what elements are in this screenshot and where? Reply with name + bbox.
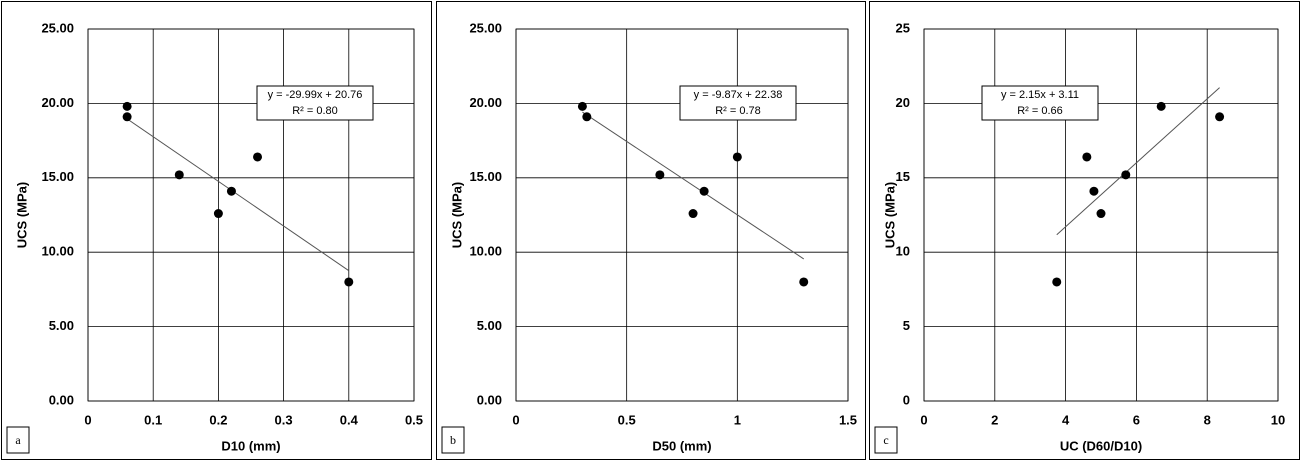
data-point	[1096, 209, 1106, 219]
y-tick-label: 25.00	[41, 20, 74, 35]
y-axis-label: UCS (MPa)	[882, 182, 897, 248]
y-tick-label: 15.00	[41, 169, 74, 184]
y-tick-label: 0.00	[49, 392, 74, 407]
data-point	[732, 152, 742, 162]
y-tick-label: 10.00	[41, 244, 74, 259]
y-tick-label: 20	[896, 95, 910, 110]
x-axis-label: D10 (mm)	[221, 438, 280, 453]
x-tick-label: 2	[991, 412, 998, 427]
x-tick-label: 0.5	[618, 412, 636, 427]
data-point	[122, 112, 132, 122]
y-tick-label: 15	[896, 169, 910, 184]
data-point	[688, 209, 698, 219]
annotation: y = -9.87x + 22.38	[694, 89, 783, 101]
data-point	[174, 170, 184, 180]
x-tick-label: 6	[1133, 412, 1140, 427]
trendline	[1056, 87, 1220, 236]
x-tick-label: 0.2	[209, 412, 227, 427]
x-tick-label: 1	[734, 412, 741, 427]
annotation: y = -29.99x + 20.76	[268, 89, 363, 101]
annotation-box	[679, 85, 797, 121]
x-axis-label: D50 (mm)	[652, 438, 711, 453]
panel-label-box	[6, 426, 30, 454]
data-point	[253, 152, 263, 162]
x-tick-label: 8	[1204, 412, 1211, 427]
y-tick-label: 20.00	[469, 95, 502, 110]
data-point	[122, 101, 132, 111]
data-point	[582, 112, 592, 122]
y-tick-label: 25	[896, 20, 910, 35]
data-point	[1089, 186, 1099, 196]
y-tick-label: 0	[903, 392, 910, 407]
data-point	[213, 209, 223, 219]
panel-label-box	[441, 426, 465, 454]
panel-label: c	[883, 433, 888, 447]
data-point	[1082, 152, 1092, 162]
panel-border	[436, 1, 866, 460]
data-point	[1156, 101, 1166, 111]
annotation: y = 2.15x + 3.11	[1001, 89, 1079, 101]
panel-label: b	[450, 433, 456, 447]
panel-label: a	[15, 433, 21, 447]
data-point	[1052, 277, 1062, 287]
y-axis-label: UCS (MPa)	[14, 182, 29, 248]
y-tick-label: 10	[896, 244, 910, 259]
y-tick-label: 5.00	[477, 318, 502, 333]
x-axis-label: UC (D60/D10)	[1060, 438, 1142, 453]
data-point	[1121, 170, 1131, 180]
x-tick-label: 0.1	[144, 412, 162, 427]
annotation-box	[981, 85, 1099, 121]
y-tick-label: 5	[903, 318, 910, 333]
data-point	[799, 277, 809, 287]
annotation: R² = 0.66	[1017, 105, 1063, 117]
data-point	[344, 277, 354, 287]
annotation: R² = 0.78	[715, 105, 761, 117]
trendline	[582, 111, 805, 260]
y-tick-label: 25.00	[469, 20, 502, 35]
y-tick-label: 15.00	[469, 169, 502, 184]
panel-border	[1, 1, 432, 460]
x-tick-label: 0.5	[405, 412, 423, 427]
y-tick-label: 0.00	[477, 392, 502, 407]
y-tick-label: 10.00	[469, 244, 502, 259]
x-tick-label: 0.4	[340, 412, 359, 427]
y-tick-label: 5.00	[49, 318, 74, 333]
y-axis-label: UCS (MPa)	[449, 182, 464, 248]
panel-border	[869, 1, 1300, 460]
data-point	[226, 186, 236, 196]
x-tick-label: 0	[920, 412, 927, 427]
data-point	[699, 186, 709, 196]
x-tick-label: 0	[84, 412, 91, 427]
x-tick-label: 1.5	[839, 412, 857, 427]
x-tick-label: 4	[1062, 412, 1070, 427]
annotation-box	[256, 85, 374, 121]
x-tick-label: 0	[512, 412, 519, 427]
trendline	[126, 118, 350, 272]
plot-area	[515, 28, 849, 402]
x-tick-label: 10	[1271, 412, 1285, 427]
x-tick-label: 0.3	[275, 412, 293, 427]
data-point	[577, 101, 587, 111]
panel-label-box	[874, 426, 898, 454]
plot-area	[87, 28, 415, 402]
annotation: R² = 0.80	[292, 105, 338, 117]
data-point	[1215, 112, 1225, 122]
y-tick-label: 20.00	[41, 95, 74, 110]
plot-area	[923, 28, 1279, 402]
data-point	[655, 170, 665, 180]
